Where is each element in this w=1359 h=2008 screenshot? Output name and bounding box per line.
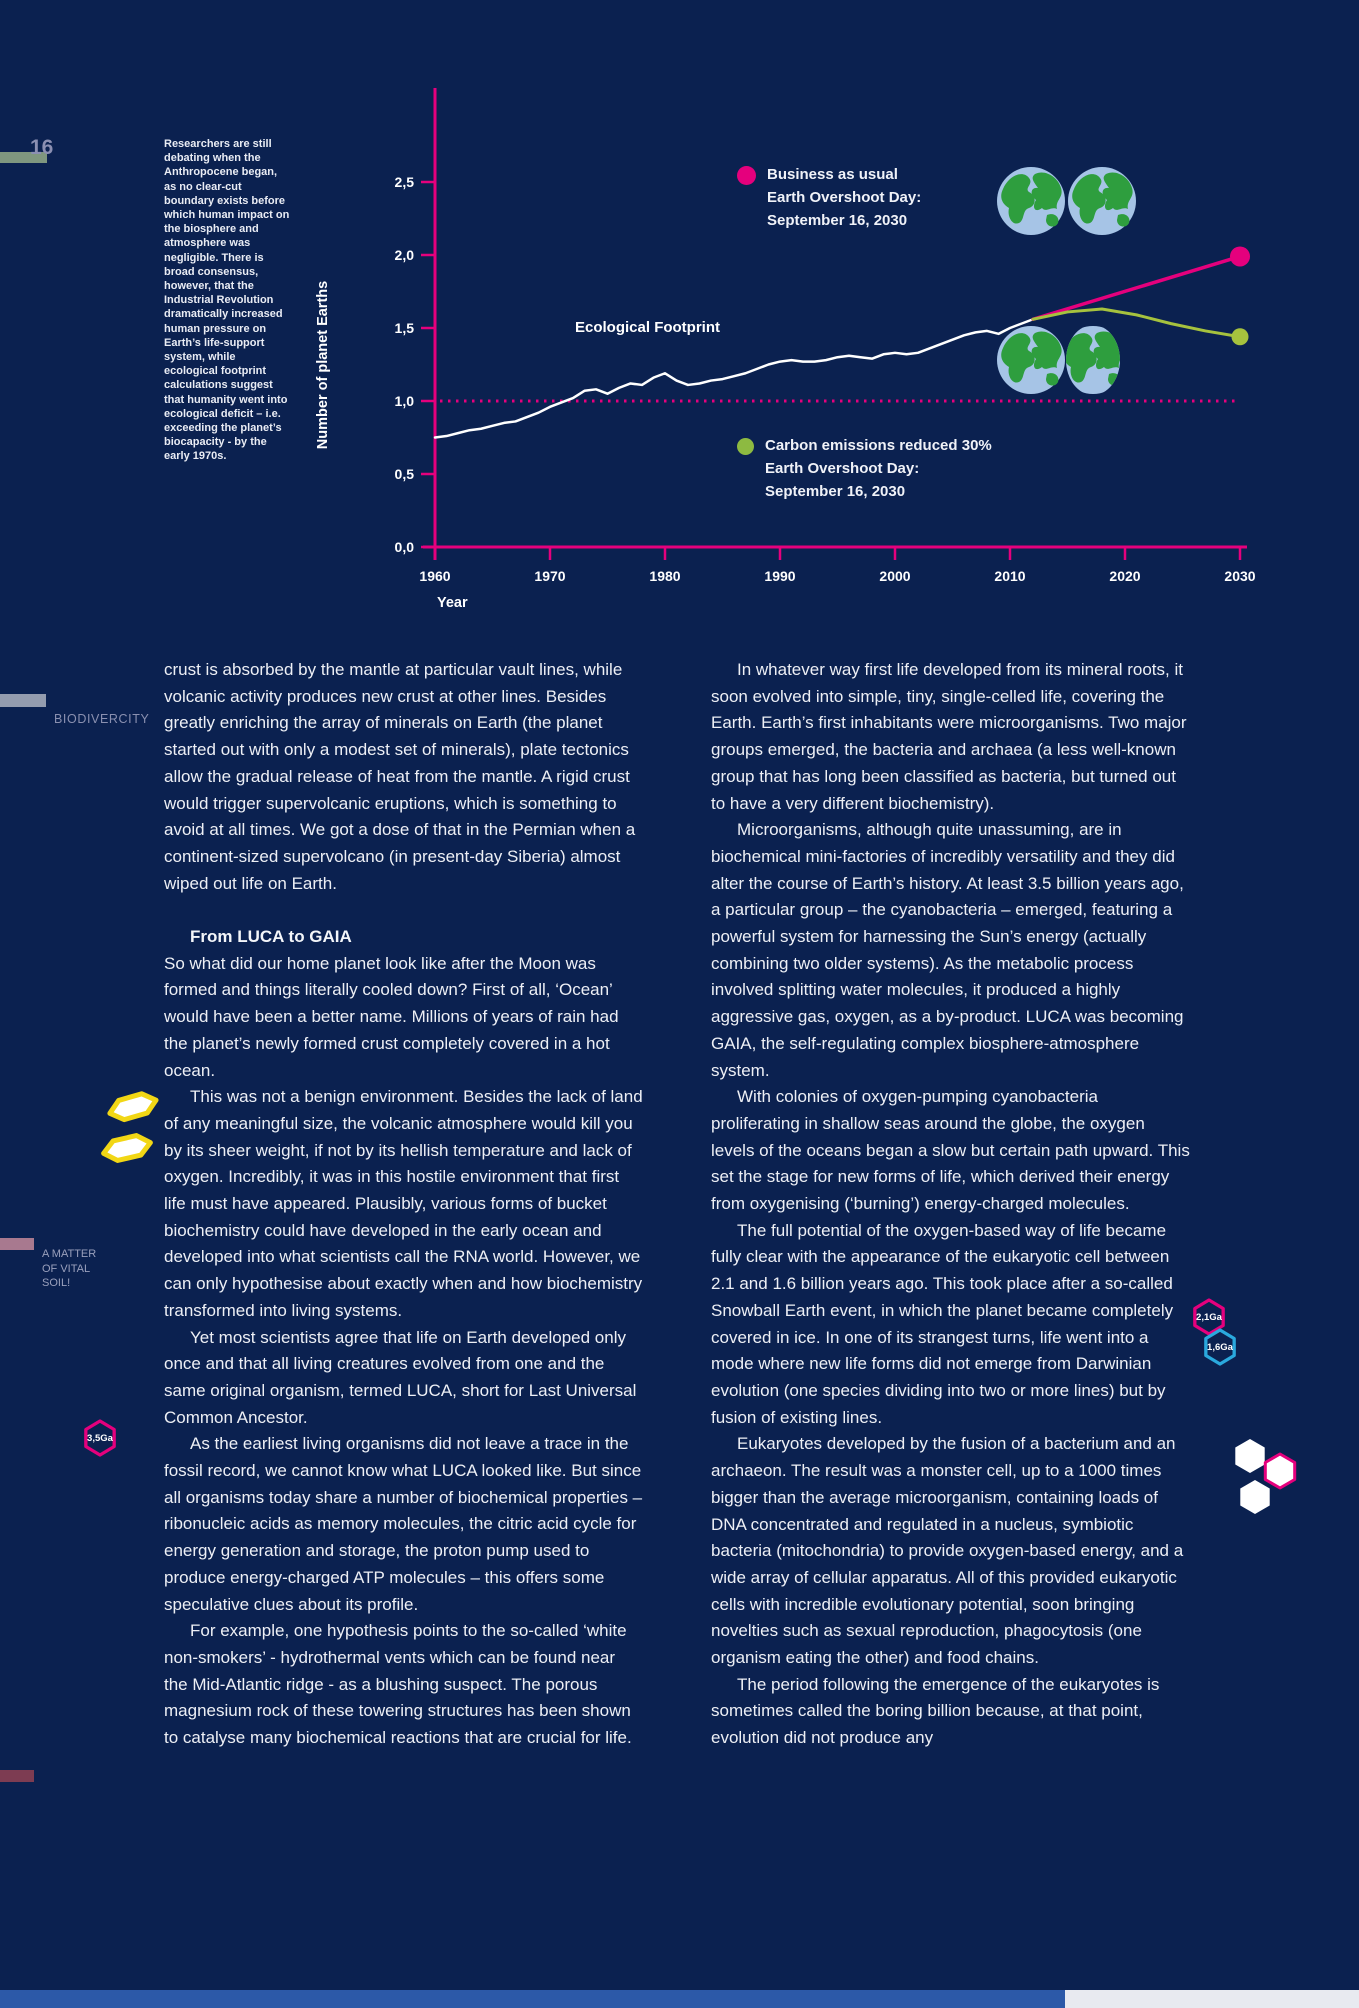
accent-bar-maroon — [0, 1770, 34, 1782]
svg-text:2010: 2010 — [994, 568, 1025, 584]
paragraph: For example, one hypothesis points to th… — [164, 1621, 632, 1748]
page-number: 16 — [30, 136, 54, 159]
svg-text:2030: 2030 — [1224, 568, 1255, 584]
badge-3-5-ga: 3,5Ga — [83, 1419, 117, 1457]
legend-carbon-reduced: Carbon emissions reduced 30% Earth Overs… — [737, 434, 992, 503]
paragraph: This was not a benign environment. Besid… — [164, 1087, 643, 1320]
accent-bar-green — [0, 152, 47, 163]
svg-text:1980: 1980 — [649, 568, 680, 584]
svg-text:2,0: 2,0 — [395, 247, 415, 263]
paragraph: crust is absorbed by the mantle at parti… — [164, 660, 636, 893]
svg-text:1,0: 1,0 — [395, 393, 415, 409]
paragraph: In whatever way first life developed fro… — [711, 660, 1187, 813]
badge-2-1-ga: 2,1Ga — [1192, 1298, 1226, 1336]
paragraph: With colonies of oxygen-pumping cyanobac… — [711, 1087, 1190, 1214]
yellow-crystals-icon — [101, 1091, 159, 1163]
pink-legend-dot-icon — [737, 166, 756, 185]
paragraph: So what did our home planet look like af… — [164, 953, 619, 1080]
paragraph: The full potential of the oxygen-based w… — [711, 1220, 1174, 1427]
paragraph: As the earliest living organisms did not… — [164, 1434, 643, 1614]
svg-text:1960: 1960 — [419, 568, 450, 584]
footer-bar-blue — [0, 1990, 1065, 2008]
green-legend-dot-icon — [737, 438, 754, 455]
section-heading: From LUCA to GAIA — [190, 927, 352, 947]
paragraph: Eukaryotes developed by the fusion of a … — [711, 1434, 1184, 1668]
one-and-half-earths-icon — [997, 326, 1120, 394]
two-earths-icon — [997, 167, 1136, 235]
chapter-label-biodivercity: BIODIVERCITY — [54, 712, 150, 726]
svg-text:1970: 1970 — [534, 568, 565, 584]
ecological-footprint-label: Ecological Footprint — [575, 319, 720, 336]
svg-text:2,5: 2,5 — [395, 174, 415, 190]
accent-bar-mauve — [0, 1238, 34, 1250]
legend-business-as-usual: Business as usual Earth Overshoot Day: S… — [737, 163, 921, 232]
paragraph: The period following the emergence of th… — [711, 1674, 1160, 1748]
y-axis-title: Number of planet Earths — [315, 281, 331, 449]
badge-1-6-ga: 1,6Ga — [1203, 1328, 1237, 1366]
right-text-column: In whatever way first life developed fro… — [711, 657, 1190, 1752]
svg-text:0,5: 0,5 — [395, 466, 415, 482]
margin-note: Researchers are still debating when the … — [164, 138, 290, 463]
x-axis-title: Year — [437, 595, 468, 611]
paragraph: Microorganisms, although quite unassumin… — [711, 820, 1184, 1080]
accent-bar-gray — [0, 694, 46, 707]
white-hexagon-cluster-icon — [1235, 1439, 1297, 1514]
svg-text:1990: 1990 — [764, 568, 795, 584]
footer-bar-light — [1065, 1990, 1359, 2008]
svg-text:2000: 2000 — [879, 568, 910, 584]
paragraph: Yet most scientists agree that life on E… — [164, 1327, 637, 1427]
svg-text:2020: 2020 — [1109, 568, 1140, 584]
ecological-footprint-chart: Number of planet Earths Year Ecological … — [315, 88, 1256, 611]
left-text-column: crust is absorbed by the mantle at parti… — [164, 657, 643, 1752]
svg-text:0,0: 0,0 — [395, 539, 415, 555]
svg-text:1,5: 1,5 — [395, 320, 415, 336]
chapter-label-soil: A MATTER OF VITAL SOIL! — [42, 1248, 97, 1289]
